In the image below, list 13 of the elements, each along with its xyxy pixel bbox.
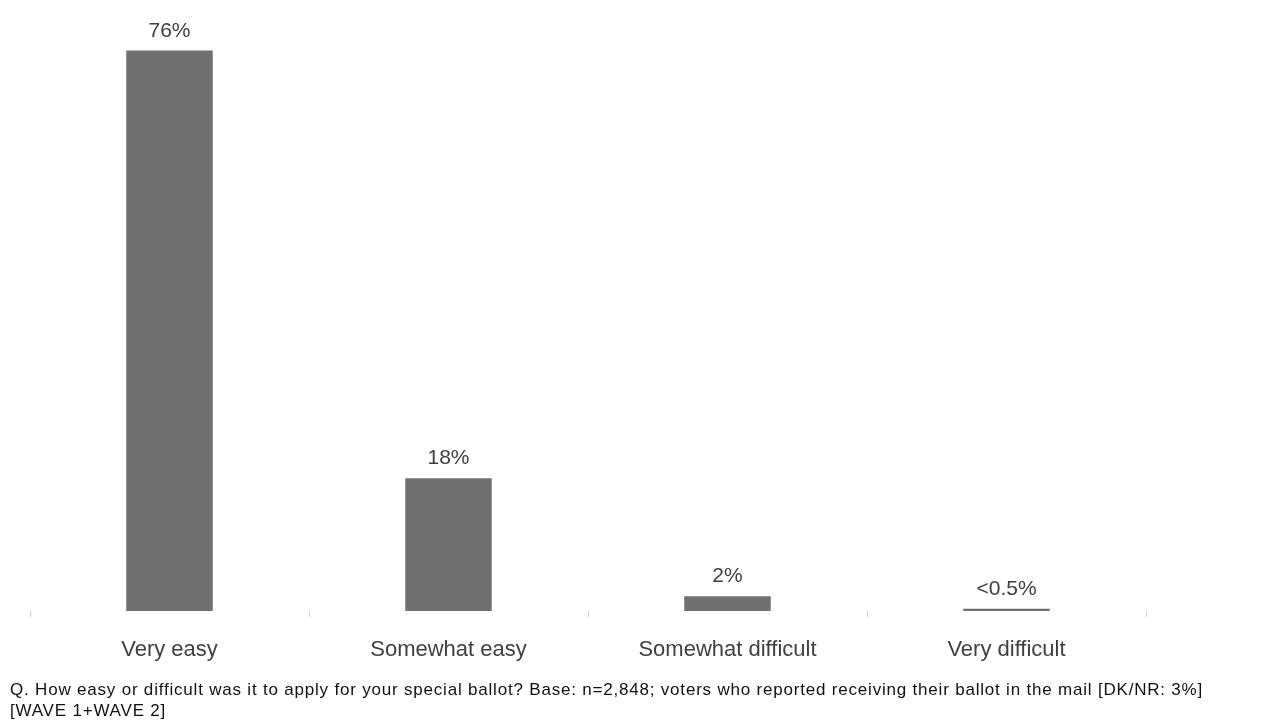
data-label: <0.5% [976, 575, 1037, 599]
x-tick-label: Somewhat difficult [638, 635, 817, 661]
bar [684, 596, 771, 611]
x-tick-label: Somewhat easy [370, 635, 527, 661]
bar [963, 608, 1050, 611]
text: Q. How easy or difficult was it to apply for your special ballot? Base: n=2,848; voters who reported receiving their ballot in the mail [DK/NR: 3%] [WAVE 1+WAVE 2] [10, 679, 1205, 721]
x-tick-label: Very difficult [947, 635, 1066, 661]
x-tick-label: Very easy [121, 635, 218, 661]
data-label: 76% [148, 17, 191, 41]
bar [126, 50, 213, 611]
data-label: 2% [712, 563, 743, 587]
bar [405, 478, 492, 611]
data-label: 18% [427, 445, 470, 469]
